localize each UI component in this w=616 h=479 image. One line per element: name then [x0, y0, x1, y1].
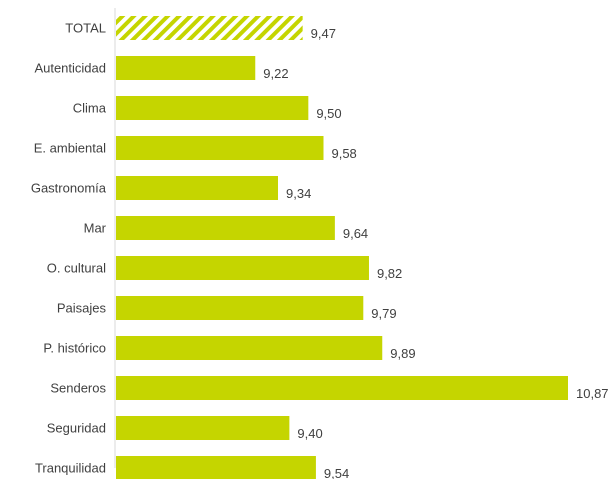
bar	[116, 56, 256, 80]
bar	[116, 456, 316, 479]
value-label: 9,50	[316, 106, 341, 121]
category-label: Clima	[73, 101, 107, 116]
value-label: 9,79	[371, 306, 396, 321]
bar	[116, 136, 324, 160]
bar	[116, 256, 369, 280]
bar	[116, 416, 290, 440]
value-label: 9,58	[331, 146, 356, 161]
value-label: 9,47	[311, 26, 336, 41]
category-label: P. histórico	[43, 341, 106, 356]
bar	[116, 296, 364, 320]
value-label: 10,87	[576, 386, 609, 401]
value-label: 9,64	[343, 226, 368, 241]
bar	[116, 96, 309, 120]
category-label: Autenticidad	[34, 61, 106, 76]
category-label: TOTAL	[65, 21, 106, 36]
value-label: 9,34	[286, 186, 311, 201]
bar	[116, 336, 383, 360]
bar	[116, 216, 335, 240]
value-label: 9,22	[263, 66, 288, 81]
category-label: Gastronomía	[31, 181, 107, 196]
category-label: Mar	[84, 221, 107, 236]
category-label: E. ambiental	[34, 141, 106, 156]
category-label: Tranquilidad	[35, 461, 106, 476]
category-label: Seguridad	[47, 421, 106, 436]
bar	[116, 376, 568, 400]
value-label: 9,82	[377, 266, 402, 281]
bar	[116, 176, 279, 200]
total-bar	[116, 16, 303, 40]
value-label: 9,89	[390, 346, 415, 361]
bars-group: TOTAL 9,47 Autenticidad 9,22 Clima 9,50 E. amb…	[31, 16, 609, 479]
category-label: O. cultural	[47, 261, 106, 276]
category-label: Senderos	[50, 381, 106, 396]
value-label: 9,40	[297, 426, 322, 441]
value-label: 9,54	[324, 466, 349, 479]
category-label: Paisajes	[57, 301, 107, 316]
